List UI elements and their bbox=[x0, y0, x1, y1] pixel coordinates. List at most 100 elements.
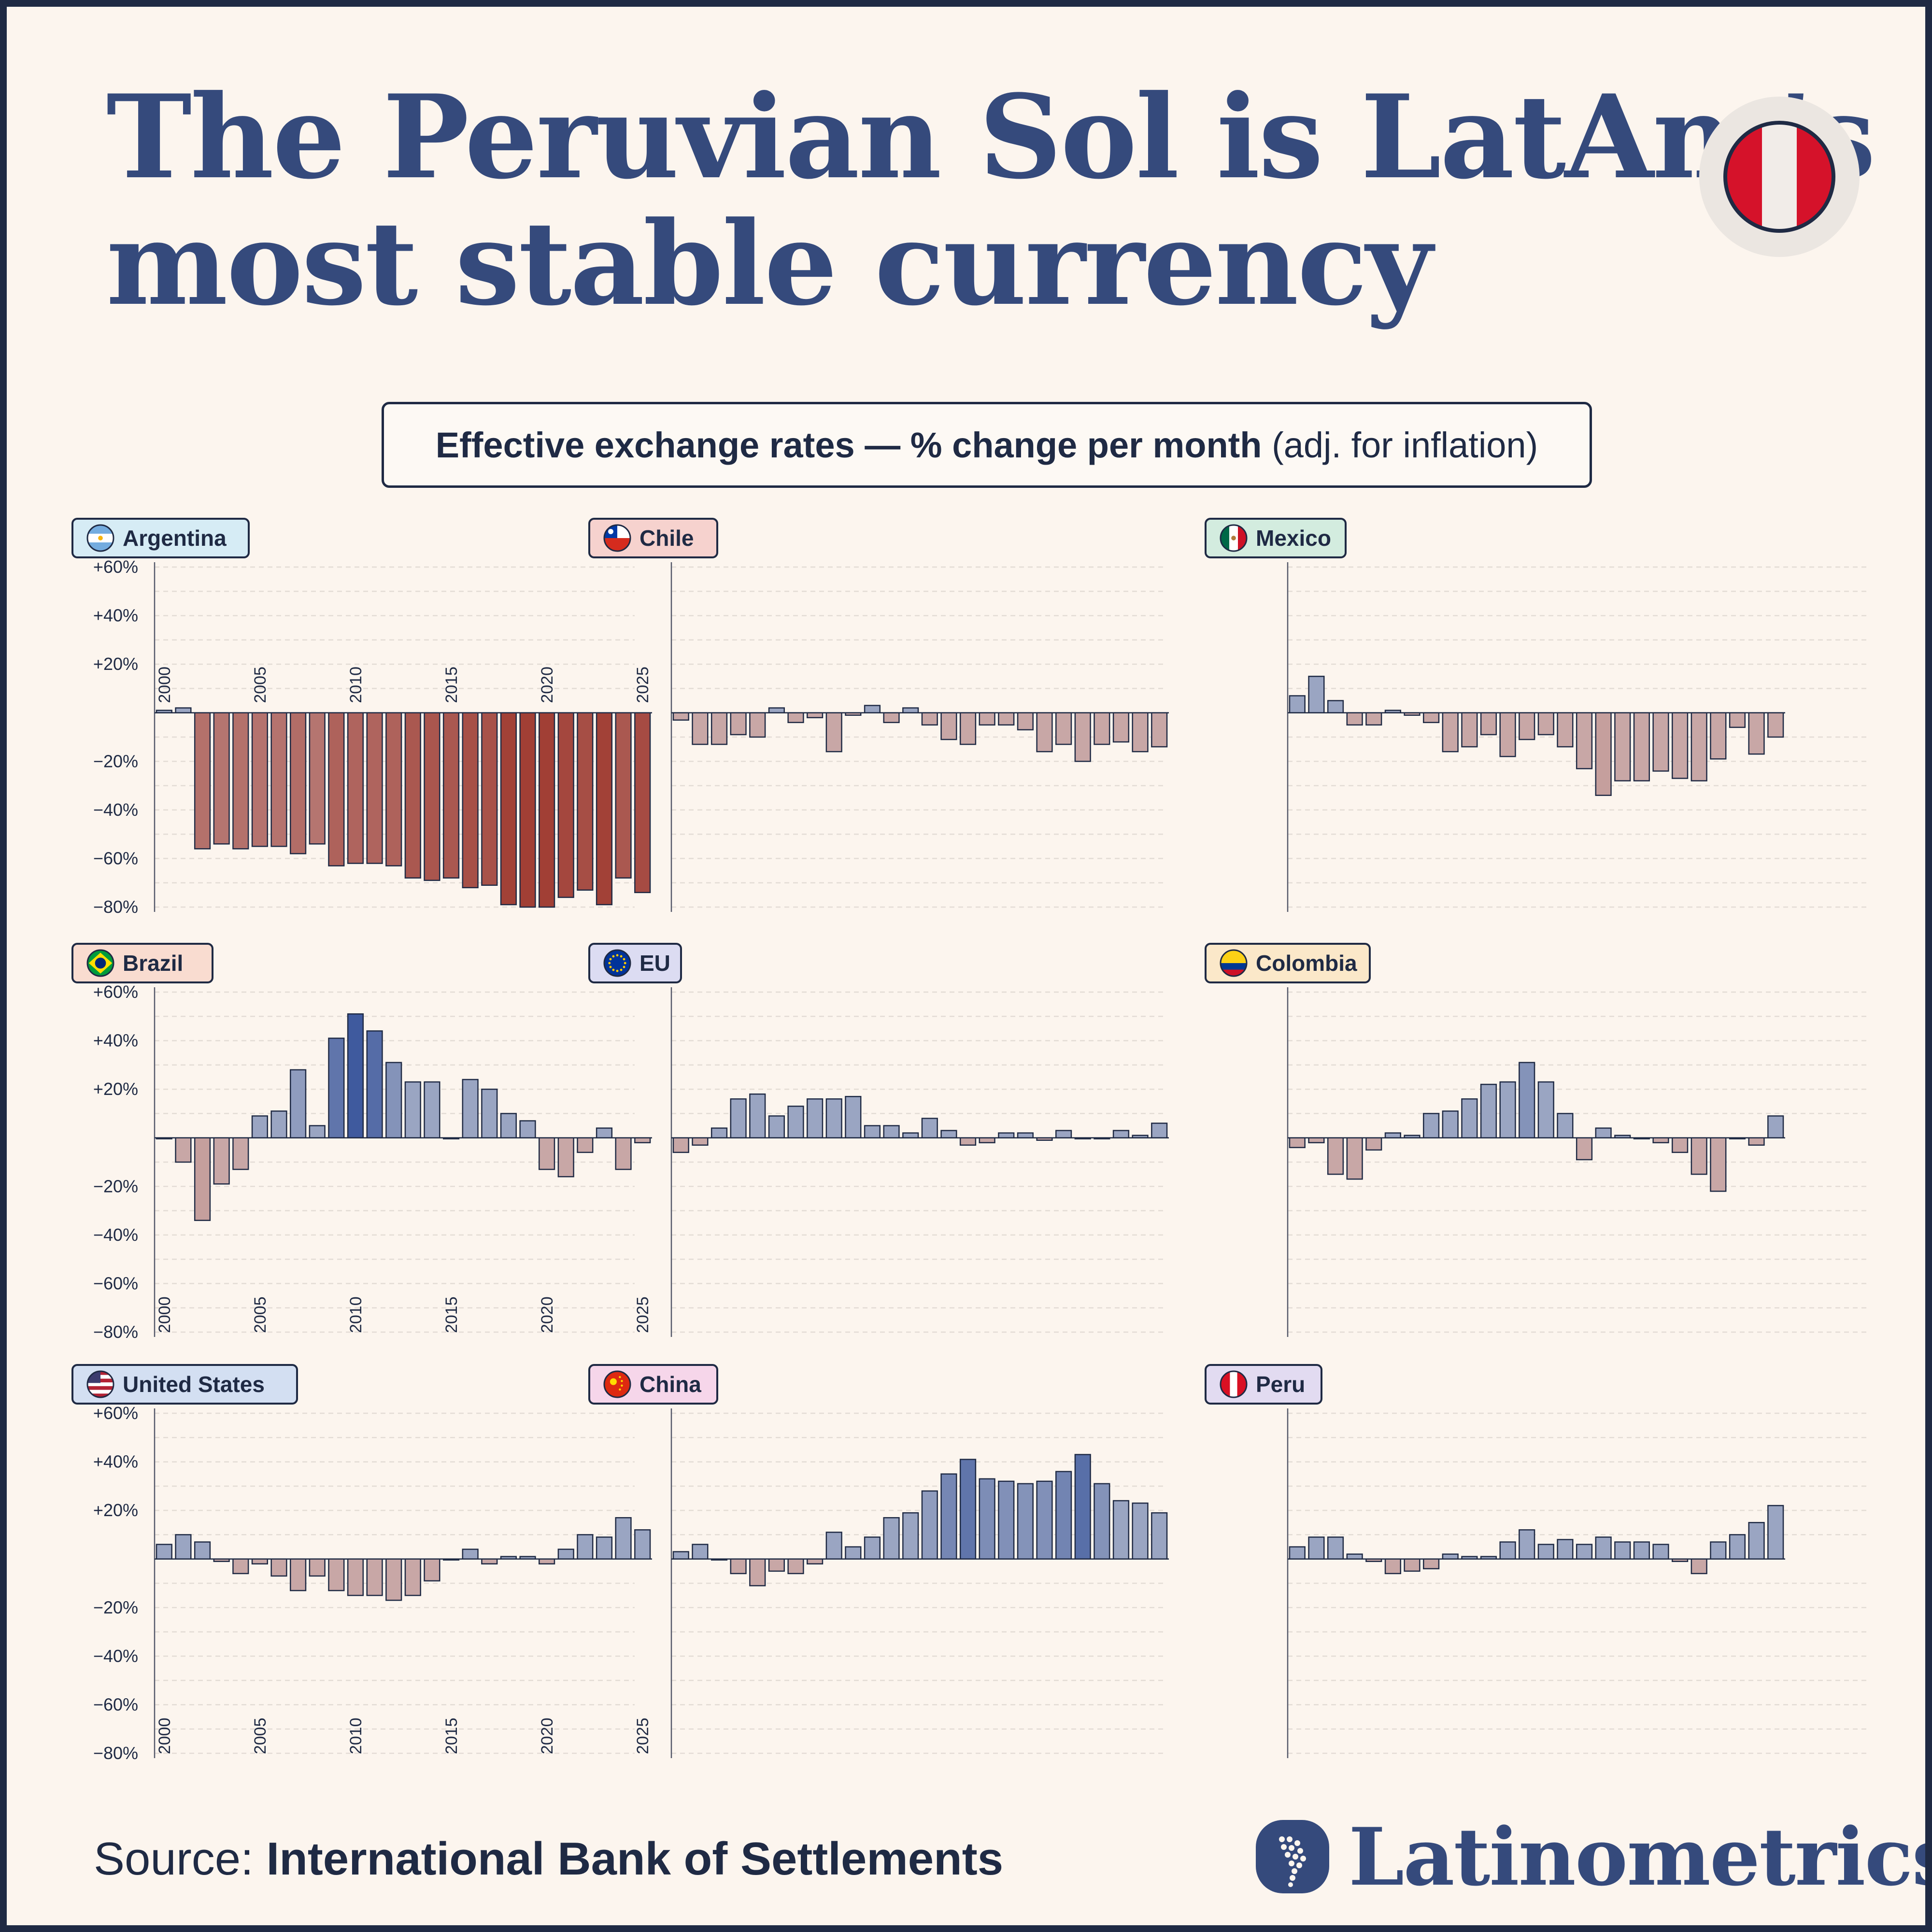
bar-2006 bbox=[270, 1110, 287, 1138]
peru-flag-badge-icon bbox=[1699, 97, 1860, 257]
bar-2011 bbox=[883, 1125, 900, 1138]
bar-2010 bbox=[864, 1125, 881, 1138]
bar-2013 bbox=[1537, 712, 1554, 736]
bar-2021 bbox=[557, 1548, 574, 1560]
y-tick-label: −40% bbox=[93, 1646, 138, 1666]
bar-2001 bbox=[1308, 1137, 1325, 1144]
bar-2015 bbox=[1576, 1544, 1593, 1560]
bar-2018 bbox=[500, 712, 517, 906]
country-name: Argentina bbox=[123, 526, 227, 551]
x-tick-label: 2000 bbox=[156, 1718, 174, 1754]
bar-2006 bbox=[787, 712, 804, 724]
y-tick-label: +40% bbox=[93, 1452, 138, 1472]
small-multiples-charts: +60% +40% +20% −20% −40% −60% −80% 2000 2005 2010… bbox=[7, 7, 1925, 1842]
country-name: Chile bbox=[639, 526, 694, 551]
bar-2000 bbox=[1289, 1137, 1306, 1149]
bar-2012 bbox=[902, 1512, 919, 1560]
bar-2016 bbox=[979, 1137, 995, 1144]
bar-2007 bbox=[807, 712, 824, 719]
bar-2016 bbox=[979, 1478, 995, 1560]
bar-2001 bbox=[175, 1534, 192, 1560]
bar-2017 bbox=[481, 1088, 498, 1138]
bar-2008 bbox=[1442, 1110, 1459, 1138]
subtitle-normal: (adj. for inflation) bbox=[1272, 425, 1538, 465]
y-tick-label: +60% bbox=[93, 557, 138, 577]
bar-2003 bbox=[1346, 1137, 1363, 1180]
bar-2019 bbox=[1652, 1137, 1669, 1144]
bar-2025 bbox=[1767, 1115, 1784, 1138]
bar-2008 bbox=[309, 712, 326, 845]
bar-2014 bbox=[424, 1081, 440, 1138]
bar-2008 bbox=[1442, 712, 1459, 753]
bar-2019 bbox=[1036, 712, 1053, 753]
bar-2005 bbox=[251, 1115, 268, 1138]
bar-2001 bbox=[1308, 1536, 1325, 1560]
x-tick-label: 2010 bbox=[347, 667, 365, 703]
bar-2023 bbox=[1112, 712, 1130, 743]
x-tick-label: 2025 bbox=[634, 1718, 652, 1754]
bar-2025 bbox=[634, 1529, 651, 1560]
x-tick-label: 2000 bbox=[156, 667, 174, 703]
bar-2004 bbox=[1365, 1137, 1382, 1151]
y-tick-label: −20% bbox=[93, 751, 138, 771]
country-label: Brazil bbox=[71, 943, 213, 983]
y-tick-label: +40% bbox=[93, 606, 138, 625]
x-tick-label: 2005 bbox=[251, 667, 270, 703]
bar-2024 bbox=[615, 1137, 632, 1170]
bar-2015 bbox=[959, 712, 977, 745]
bar-2016 bbox=[462, 1079, 479, 1138]
bar-2012 bbox=[385, 1062, 402, 1138]
bar-2016 bbox=[979, 712, 995, 726]
bar-2004 bbox=[232, 1137, 249, 1170]
bar-2022 bbox=[1710, 712, 1727, 760]
bar-2012 bbox=[902, 1132, 919, 1138]
x-tick-label: 2000 bbox=[156, 1296, 174, 1333]
bar-2003 bbox=[730, 1558, 747, 1575]
bar-2021 bbox=[1690, 1558, 1707, 1575]
chart-subtitle: Effective exchange rates — % change per … bbox=[382, 402, 1592, 488]
charts-svg: +60% +40% +20% −20% −40% −60% −80% 2000 2005 2010… bbox=[71, 518, 1866, 1763]
chart-peru: Peru bbox=[1205, 1364, 1866, 1758]
country-name: Colombia bbox=[1256, 951, 1357, 976]
bar-2001 bbox=[1308, 676, 1325, 713]
bar-2019 bbox=[1652, 712, 1669, 772]
bar-2018 bbox=[1017, 712, 1034, 731]
bar-2017 bbox=[998, 1132, 1015, 1138]
brand-logo: Latinometrics bbox=[1254, 1808, 1925, 1905]
bar-2025 bbox=[1151, 1122, 1168, 1138]
bar-2022 bbox=[577, 712, 594, 891]
bar-2009 bbox=[845, 1546, 862, 1560]
bar-2019 bbox=[1652, 1544, 1669, 1560]
bar-2010 bbox=[1480, 1083, 1497, 1138]
bar-2012 bbox=[1519, 712, 1535, 740]
bar-2001 bbox=[175, 1137, 192, 1163]
bar-2020 bbox=[539, 712, 555, 908]
bar-2022 bbox=[577, 1137, 594, 1153]
bar-2005 bbox=[251, 1558, 268, 1565]
country-label-pill bbox=[71, 518, 250, 558]
chart-united-states: +60% +40% +20% −20% −40% −60% −80% 2000 2005 2010… bbox=[71, 1364, 652, 1763]
bar-2008 bbox=[825, 712, 842, 753]
bar-2010 bbox=[347, 712, 364, 864]
x-tick-label: 2010 bbox=[347, 1718, 365, 1754]
bar-2017 bbox=[998, 712, 1015, 726]
bar-2013 bbox=[1537, 1081, 1554, 1138]
bar-2011 bbox=[883, 712, 900, 724]
bar-2013 bbox=[921, 1118, 938, 1138]
bar-2014 bbox=[940, 1130, 957, 1138]
bar-2014 bbox=[1557, 712, 1574, 748]
bar-2013 bbox=[1537, 1544, 1554, 1560]
bar-2020 bbox=[1672, 1137, 1689, 1153]
bar-2006 bbox=[270, 1558, 287, 1577]
bar-2000 bbox=[156, 1544, 172, 1560]
bar-2019 bbox=[1036, 1480, 1053, 1560]
bar-2015 bbox=[1576, 1137, 1593, 1161]
y-tick-label: −40% bbox=[93, 1225, 138, 1245]
bar-2004 bbox=[1365, 712, 1382, 726]
country-label: Argentina bbox=[71, 518, 250, 558]
bar-2023 bbox=[1729, 712, 1746, 728]
bar-2021 bbox=[557, 1137, 574, 1178]
bar-2004 bbox=[749, 712, 766, 738]
title-line-2: most stable currency bbox=[106, 197, 1433, 331]
chart-brazil: +60% +40% +20% −20% −40% −60% −80% 2000 2005 2010… bbox=[71, 943, 652, 1342]
